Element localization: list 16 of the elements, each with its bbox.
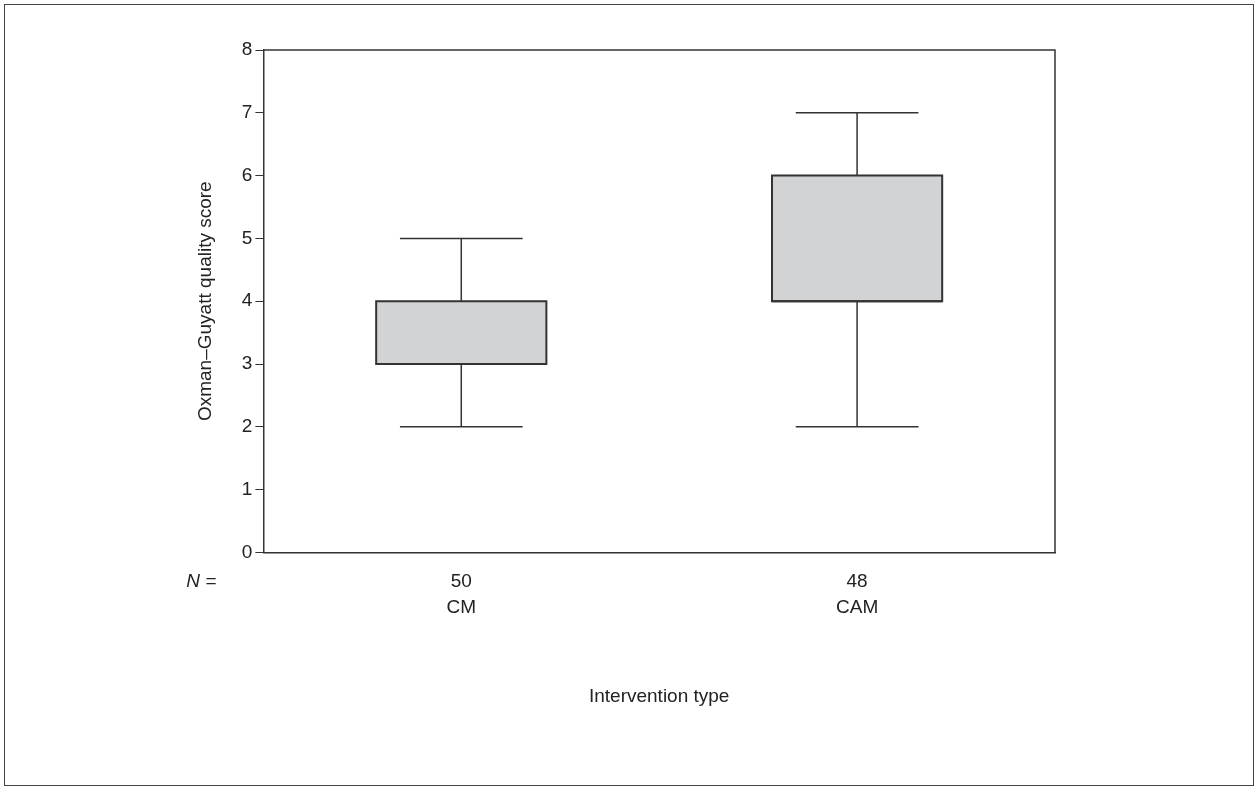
y-tick-label: 3	[241, 352, 253, 374]
x-tick-label: CM	[446, 596, 477, 618]
y-tick-label: 2	[241, 415, 253, 437]
text: 48	[846, 569, 868, 591]
y-axis-title: Oxman–Guyatt quality score	[193, 181, 215, 422]
y-tick-label: 1	[241, 477, 253, 499]
y-tick-label: 0	[241, 540, 253, 562]
x-tick-label: CAM	[835, 596, 879, 618]
y-tick-label: 6	[241, 163, 253, 185]
text: N =	[186, 569, 217, 591]
text: 50	[450, 569, 472, 591]
y-tick-label: 7	[241, 101, 253, 123]
x-axis-title: Intervention type	[588, 684, 730, 706]
y-tick-label: 5	[241, 226, 253, 248]
y-tick-label: 4	[241, 289, 253, 311]
y-tick-label: 8	[241, 38, 253, 60]
